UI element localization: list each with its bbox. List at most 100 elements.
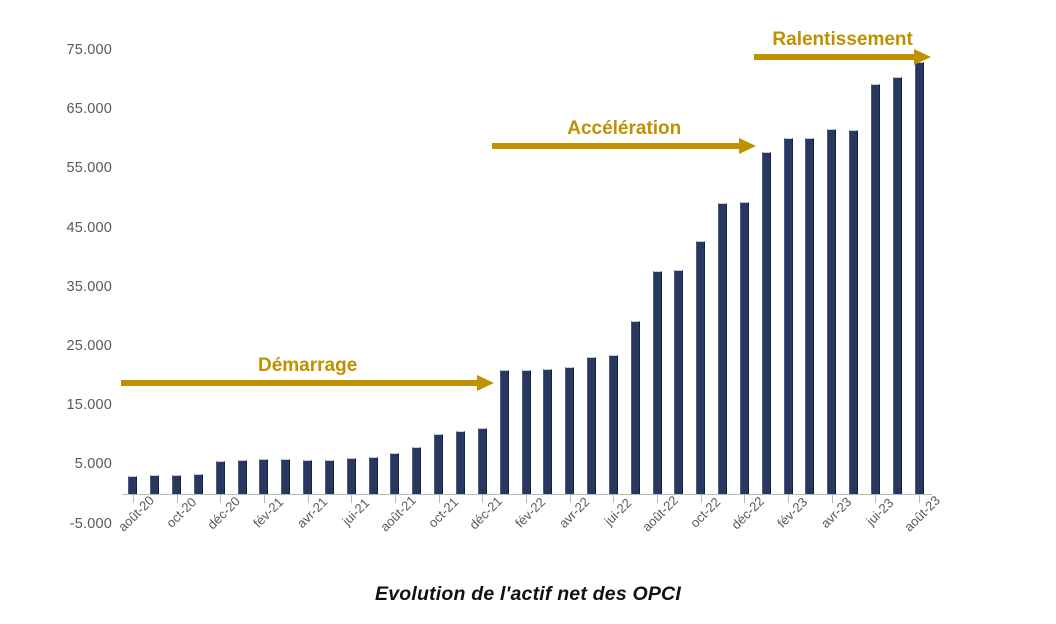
y-axis-tick-label: 45.000 bbox=[66, 219, 112, 236]
bar bbox=[761, 152, 771, 494]
arrow-shaft bbox=[120, 379, 478, 386]
x-axis-tick-label: fév-22 bbox=[512, 494, 549, 531]
bar bbox=[565, 367, 575, 494]
bar bbox=[849, 129, 859, 494]
arrow-graphic bbox=[120, 374, 495, 391]
x-axis-tick-label: avr-23 bbox=[817, 494, 855, 531]
bar bbox=[193, 474, 203, 494]
x-axis-tick-label: fév-21 bbox=[250, 494, 287, 531]
x-axis-tick-label: avr-21 bbox=[293, 494, 331, 531]
y-axis-tick-label: 65.000 bbox=[66, 101, 112, 118]
annotation-label: Ralentissement bbox=[772, 29, 913, 50]
arrow-graphic bbox=[754, 49, 932, 65]
x-axis-tick-label: août-20 bbox=[115, 492, 157, 535]
x-axis-tick-mark bbox=[263, 494, 265, 503]
y-axis-tick-label: 15.000 bbox=[66, 397, 112, 414]
bar bbox=[783, 137, 793, 494]
bar bbox=[652, 270, 662, 494]
y-axis-tick-label: 25.000 bbox=[66, 338, 112, 354]
x-axis-tick-label: oct-21 bbox=[424, 494, 461, 531]
x-axis-tick-mark bbox=[526, 494, 527, 503]
plot-area: 75.000 65.000 55.000 45.000 35.000 25.000 15.0… bbox=[66, 29, 943, 534]
bar bbox=[434, 433, 444, 494]
x-axis-tick-label: fév-23 bbox=[774, 494, 811, 531]
bar bbox=[281, 459, 291, 494]
bar bbox=[827, 129, 837, 494]
bar bbox=[499, 369, 509, 494]
x-axis-tick-label: avr-22 bbox=[555, 494, 593, 531]
x-axis-tick-label: oct-20 bbox=[162, 494, 199, 531]
bar bbox=[259, 459, 269, 494]
annotation-label: Démarrage bbox=[257, 354, 358, 376]
y-axis-tick-label: 5.000 bbox=[74, 456, 112, 473]
x-axis-tick-mark bbox=[700, 494, 702, 503]
x-axis-tick-label: jui-22 bbox=[601, 495, 635, 529]
arrow-shaft bbox=[492, 142, 740, 149]
bar bbox=[608, 354, 618, 494]
bar bbox=[215, 460, 225, 494]
y-axis-tick-label: 35.000 bbox=[66, 278, 112, 295]
bar bbox=[914, 61, 924, 494]
bar bbox=[739, 201, 749, 494]
arrow-head-icon bbox=[914, 49, 932, 65]
bar bbox=[543, 368, 553, 494]
x-axis-tick-label: déc-20 bbox=[204, 493, 244, 533]
y-axis-tick-label: 55.000 bbox=[66, 160, 112, 177]
x-axis-tick-mark bbox=[482, 494, 484, 503]
x-axis-tick-label: oct-22 bbox=[686, 494, 723, 531]
annotation-label: Accélération bbox=[567, 117, 682, 139]
bar bbox=[521, 369, 531, 494]
x-axis-tick-mark bbox=[657, 494, 659, 503]
x-axis-tick-mark bbox=[613, 494, 615, 503]
x-axis-tick-label: août-21 bbox=[377, 492, 419, 535]
bar bbox=[630, 320, 640, 494]
bar bbox=[128, 475, 138, 494]
bar bbox=[324, 459, 334, 494]
bar bbox=[412, 446, 422, 494]
bar bbox=[368, 456, 378, 494]
arrow-shaft bbox=[754, 54, 915, 60]
x-axis-tick-label: jui-21 bbox=[339, 495, 373, 529]
arrow-head-icon bbox=[739, 137, 757, 154]
x-axis-tick-mark bbox=[788, 494, 790, 503]
bar bbox=[696, 240, 706, 494]
arrow-head-icon bbox=[477, 374, 495, 391]
bar bbox=[237, 459, 247, 494]
bar bbox=[390, 452, 400, 494]
y-axis-tick-label: 75.000 bbox=[66, 42, 112, 58]
x-axis-tick-mark bbox=[919, 494, 921, 503]
bar bbox=[805, 138, 815, 494]
x-axis-tick-mark bbox=[307, 494, 309, 503]
x-axis-tick-label: jui-23 bbox=[863, 495, 897, 529]
x-axis-tick-mark bbox=[176, 494, 178, 503]
arrow-graphic bbox=[492, 137, 757, 154]
bar bbox=[870, 84, 880, 494]
x-axis-tick-mark bbox=[394, 494, 396, 503]
bar bbox=[455, 431, 465, 494]
x-axis-line bbox=[122, 494, 932, 495]
x-axis-tick-mark bbox=[569, 494, 571, 503]
x-axis-tick-mark bbox=[831, 494, 833, 503]
chart-caption: Evolution de l'actif net des OPCI bbox=[375, 583, 681, 605]
bar bbox=[150, 475, 160, 494]
x-axis-tick-mark bbox=[438, 494, 440, 503]
x-axis-tick-label: déc-22 bbox=[728, 493, 768, 533]
bar bbox=[303, 459, 313, 494]
x-axis-tick-mark bbox=[875, 494, 877, 503]
bar bbox=[674, 269, 684, 494]
bar bbox=[172, 475, 182, 494]
x-axis-tick-label: août-22 bbox=[639, 492, 681, 535]
bar bbox=[477, 427, 487, 494]
x-axis-tick-label: août-23 bbox=[901, 492, 944, 535]
x-axis-tick-mark bbox=[744, 494, 746, 503]
bar bbox=[587, 356, 596, 494]
x-axis-tick-mark bbox=[351, 494, 353, 503]
annotation-ralentissement: Ralentissement bbox=[754, 29, 932, 65]
bar bbox=[718, 203, 728, 494]
x-axis-tick-mark bbox=[220, 494, 222, 503]
annotation-demarrage: Démarrage bbox=[120, 355, 495, 391]
bar bbox=[892, 76, 902, 494]
x-axis-tick-label: déc-21 bbox=[466, 493, 506, 533]
annotation-acceleration: Accélération bbox=[492, 118, 757, 154]
